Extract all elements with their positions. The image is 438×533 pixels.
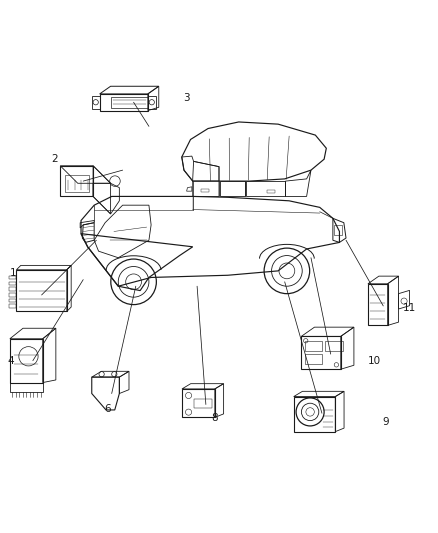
Text: 8: 8 — [211, 413, 218, 423]
Bar — [201, 189, 209, 192]
Bar — [194, 399, 212, 408]
Text: 4: 4 — [7, 356, 14, 366]
Bar — [325, 341, 343, 351]
Text: 3: 3 — [183, 93, 190, 103]
Bar — [305, 341, 322, 351]
Bar — [65, 175, 88, 192]
Bar — [9, 298, 17, 302]
Bar — [9, 304, 17, 308]
Bar — [9, 293, 17, 296]
Bar — [305, 354, 322, 364]
Bar — [10, 383, 42, 392]
Text: 2: 2 — [51, 154, 58, 164]
Bar — [334, 225, 342, 235]
Bar — [9, 276, 17, 279]
Bar — [9, 281, 17, 285]
Bar — [9, 287, 17, 291]
Bar — [111, 96, 148, 108]
Bar — [267, 190, 275, 193]
Text: 1: 1 — [10, 268, 17, 278]
Text: 9: 9 — [382, 417, 389, 427]
Text: 10: 10 — [368, 356, 381, 366]
Text: 11: 11 — [403, 303, 416, 313]
Text: 6: 6 — [104, 404, 111, 414]
